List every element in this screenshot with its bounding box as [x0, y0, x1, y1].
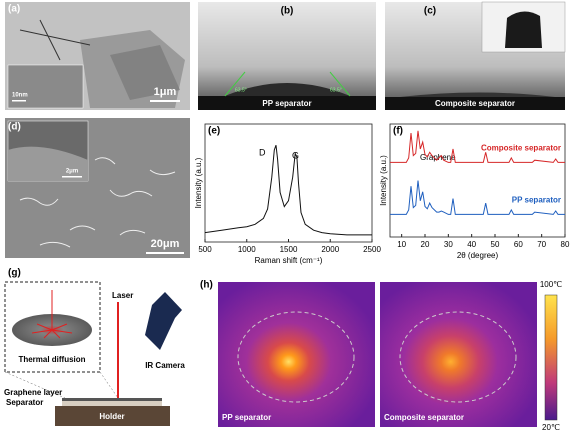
substrate: [198, 96, 376, 110]
holder-label: Holder: [99, 412, 124, 421]
inset-scale: 2μm: [66, 169, 78, 175]
panel-a: 10nm 1μm (a): [5, 2, 190, 110]
marker-label: Graphene: [420, 153, 456, 162]
scale-bar: [146, 252, 184, 254]
scale-label: 20μm: [151, 238, 180, 250]
y-axis-label: Intensity (a.u.): [379, 155, 388, 206]
panel-h: (h) PP separator Composite separator 100…: [200, 280, 562, 432]
colorbar: [544, 294, 558, 421]
caption: PP separator: [222, 413, 271, 422]
x-axis-label: 2θ (degree): [457, 251, 499, 260]
x-tick-label: 1000: [238, 245, 256, 254]
wrinkles: [19, 157, 176, 248]
x-tick-label: 60: [514, 240, 523, 249]
series-line: [390, 130, 565, 163]
zoom-box: [4, 281, 101, 373]
series-line: [390, 180, 565, 215]
thermal-image: [380, 282, 537, 427]
heat: [31, 290, 73, 339]
x-tick-label: 2500: [363, 245, 381, 254]
caption: Composite separator: [384, 413, 464, 422]
scale-label: 1μm: [154, 86, 177, 98]
panel-label: (h): [200, 280, 213, 291]
caption: PP separator: [262, 99, 311, 108]
panel-d: 2μm 20μm (d): [5, 118, 190, 258]
x-tick-label: 70: [537, 240, 546, 249]
panel-label: (a): [8, 4, 20, 15]
camera: [145, 292, 182, 350]
angle: 63.5°: [235, 87, 247, 93]
x-tick-label: 20: [421, 240, 430, 249]
separator-label: Separator: [6, 398, 43, 407]
sample: [505, 11, 542, 49]
scale-bar: [150, 100, 180, 102]
sample-outline: [237, 311, 355, 403]
panel-g: (g) Thermal diffusion Laser IR Camera Ho…: [4, 268, 185, 426]
graphene-layer: [62, 398, 162, 401]
panel-b: 63.5° 63.5° PP separator (b): [198, 2, 376, 110]
droplet: [225, 83, 350, 96]
scale-bar: [12, 100, 26, 102]
series-label: Composite separator: [481, 144, 561, 153]
x-tick-label: 80: [561, 240, 570, 249]
plot-frame: [204, 123, 373, 243]
angle: 63.5°: [330, 87, 342, 93]
caption: Composite separator: [435, 99, 515, 108]
holder: [55, 406, 170, 426]
colorbar-min: 20℃: [542, 423, 560, 432]
laser: Laser: [112, 291, 133, 300]
series-label: PP separator: [512, 196, 561, 205]
x-tick-label: 500: [198, 245, 212, 254]
panel-label: (d): [8, 122, 21, 133]
inset: [7, 64, 84, 109]
x-axis-label: Raman shift (cm⁻¹): [255, 256, 323, 265]
flake: [110, 45, 180, 100]
camera-label: IR Camera: [145, 361, 185, 370]
series-line: [204, 145, 372, 236]
angle-line: [224, 71, 351, 97]
droplet: [400, 92, 555, 97]
diffusion: Thermal diffusion: [18, 355, 85, 364]
separator: [62, 401, 162, 406]
panel-c: Composite separator (c): [385, 1, 566, 110]
plot-frame: [389, 123, 566, 238]
peak-label: G: [292, 150, 299, 160]
layer-label: Graphene layer: [4, 388, 62, 397]
x-tick-label: 50: [491, 240, 500, 249]
x-tick-label: 2000: [321, 245, 339, 254]
scale-bar: [62, 176, 82, 178]
x-tick-label: 1500: [280, 245, 298, 254]
panel-label: (b): [281, 6, 294, 17]
panel-label: (c): [424, 6, 436, 17]
thermal-image: [218, 282, 375, 427]
peak-label: D: [259, 147, 266, 157]
panel-label: (f): [393, 126, 403, 137]
panel-label: (g): [8, 268, 21, 279]
y-axis-label: Intensity (a.u.): [194, 157, 203, 208]
x-tick-label: 10: [397, 240, 406, 249]
fold: [19, 19, 91, 61]
x-tick-label: 30: [444, 240, 453, 249]
sample-outline: [399, 311, 517, 403]
inset-scale: 10nm: [12, 93, 28, 99]
substrate: [385, 97, 565, 110]
x-tick-label: 40: [467, 240, 476, 249]
panel-label: (e): [208, 126, 220, 137]
colorbar-max: 100℃: [540, 280, 562, 289]
cross-section: [8, 146, 88, 181]
zoom-line: [4, 371, 119, 399]
